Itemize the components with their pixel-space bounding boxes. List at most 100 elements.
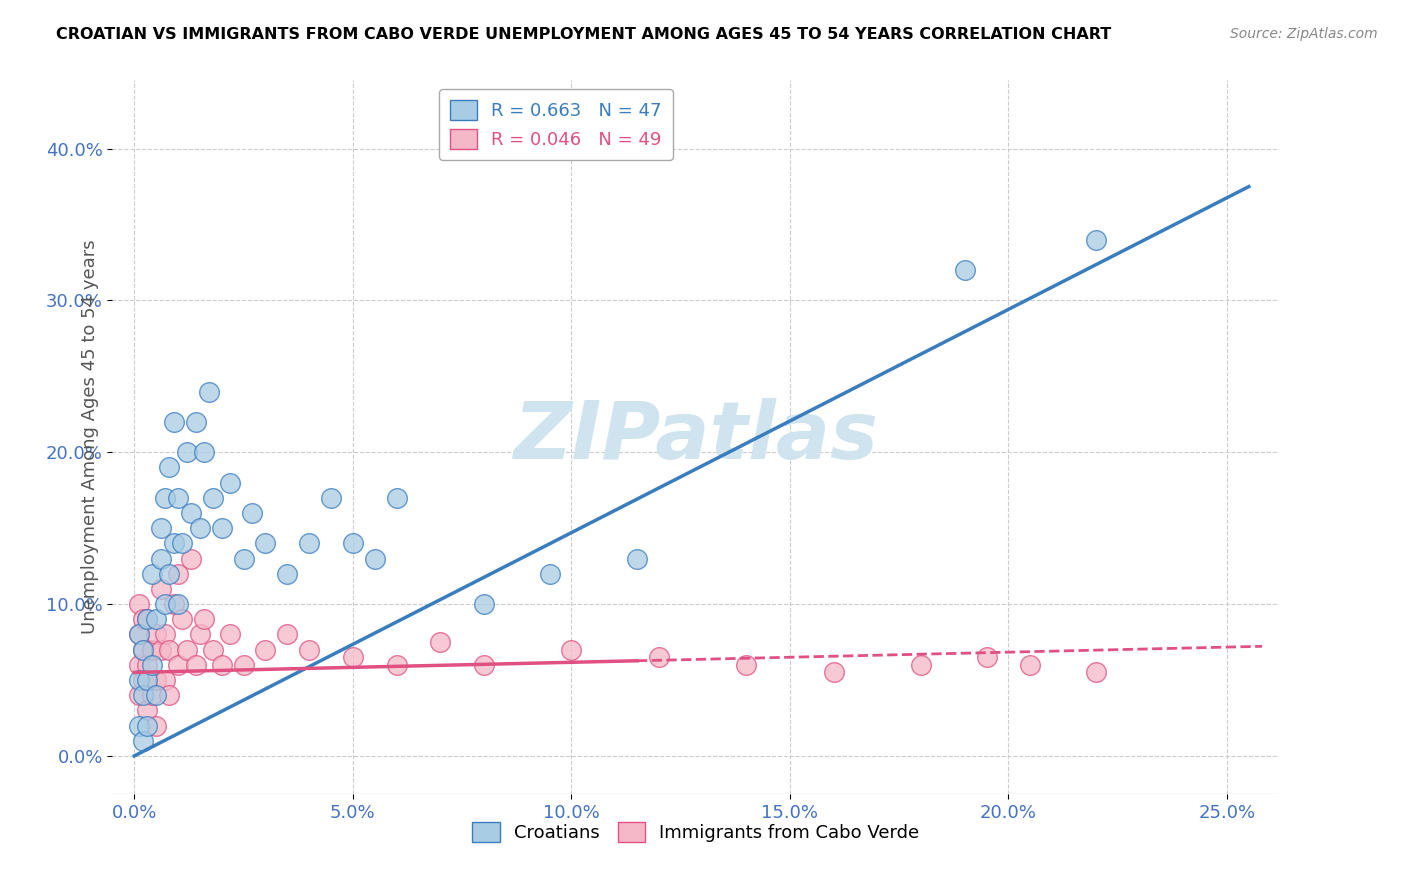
Point (626, 551, 648, 566)
Point (176, 642, 198, 657)
Point (735, 657, 758, 672)
Point (141, 566, 163, 581)
Point (201, 642, 224, 657)
Point (163, 597, 186, 611)
Y-axis label: Unemployment Among Ages 45 to 54 years: Unemployment Among Ages 45 to 54 years (80, 240, 98, 634)
Point (157, 642, 180, 657)
Point (153, 597, 176, 611)
Point (136, 657, 159, 672)
Point (128, 597, 150, 611)
Point (167, 566, 190, 581)
Point (136, 612, 159, 626)
Point (128, 627, 150, 641)
Point (342, 650, 364, 665)
Point (132, 673, 155, 687)
Text: ZIPatlas: ZIPatlas (513, 398, 879, 476)
Point (167, 657, 190, 672)
Point (342, 536, 364, 550)
Point (429, 635, 451, 649)
Point (172, 536, 194, 550)
Point (319, 491, 342, 505)
Point (141, 688, 163, 702)
Point (180, 506, 202, 520)
Point (180, 551, 202, 566)
Point (128, 688, 150, 702)
Point (276, 566, 298, 581)
Point (136, 718, 159, 732)
Point (188, 521, 211, 535)
Point (132, 612, 155, 626)
Point (145, 612, 167, 626)
Point (149, 521, 172, 535)
Point (167, 597, 190, 611)
Point (163, 415, 186, 429)
Point (136, 612, 159, 626)
Point (128, 673, 150, 687)
Point (385, 491, 408, 505)
Point (193, 445, 215, 459)
Point (823, 665, 845, 680)
Point (254, 642, 277, 657)
Point (128, 718, 150, 732)
Point (201, 491, 224, 505)
Point (538, 566, 561, 581)
Point (176, 445, 198, 459)
Point (472, 657, 495, 672)
Point (219, 627, 242, 641)
Point (1084, 665, 1107, 680)
Point (472, 597, 495, 611)
Point (145, 627, 167, 641)
Point (1084, 233, 1107, 247)
Point (385, 657, 408, 672)
Point (157, 688, 180, 702)
Point (167, 491, 190, 505)
Point (163, 536, 186, 550)
Point (211, 521, 233, 535)
Point (193, 612, 215, 626)
Point (254, 536, 277, 550)
Legend: Croatians, Immigrants from Cabo Verde: Croatians, Immigrants from Cabo Verde (465, 814, 927, 849)
Point (145, 688, 167, 702)
Point (149, 642, 172, 657)
Point (132, 688, 155, 702)
Point (184, 415, 207, 429)
Point (149, 582, 172, 596)
Point (648, 650, 671, 665)
Point (157, 566, 180, 581)
Point (172, 612, 194, 626)
Point (232, 657, 254, 672)
Point (184, 657, 207, 672)
Point (298, 642, 321, 657)
Point (136, 673, 159, 687)
Point (128, 657, 150, 672)
Text: CROATIAN VS IMMIGRANTS FROM CABO VERDE UNEMPLOYMENT AMONG AGES 45 TO 54 YEARS CO: CROATIAN VS IMMIGRANTS FROM CABO VERDE U… (56, 27, 1112, 42)
Point (141, 642, 163, 657)
Point (298, 536, 321, 550)
Point (240, 506, 263, 520)
Point (145, 673, 167, 687)
Point (132, 642, 155, 657)
Point (145, 718, 167, 732)
Point (1019, 657, 1042, 672)
Point (136, 703, 159, 717)
Point (232, 551, 254, 566)
Point (132, 642, 155, 657)
Point (157, 460, 180, 475)
Point (560, 642, 582, 657)
Point (276, 627, 298, 641)
Text: Source: ZipAtlas.com: Source: ZipAtlas.com (1230, 27, 1378, 41)
Point (141, 657, 163, 672)
Point (953, 263, 976, 277)
Point (188, 627, 211, 641)
Point (128, 627, 150, 641)
Point (197, 384, 219, 399)
Point (219, 475, 242, 490)
Point (132, 733, 155, 747)
Point (149, 551, 172, 566)
Point (153, 627, 176, 641)
Point (910, 657, 932, 672)
Point (153, 673, 176, 687)
Point (364, 551, 387, 566)
Point (153, 491, 176, 505)
Point (211, 657, 233, 672)
